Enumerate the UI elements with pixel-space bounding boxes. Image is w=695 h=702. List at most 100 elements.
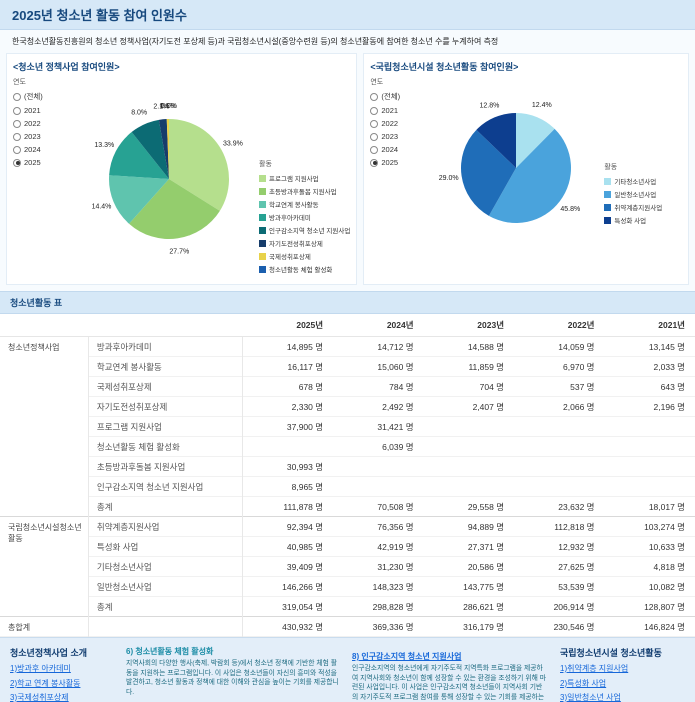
- footnote-facility-title: 국립청소년시설 청소년활동: [560, 648, 662, 658]
- pie-slice-4[interactable]: [131, 119, 169, 179]
- cell-value: 29,558 명: [467, 501, 505, 512]
- row-label: 총계: [88, 496, 244, 517]
- cell-value: 643 명: [660, 381, 685, 392]
- cell-value: 76,356 명: [377, 521, 414, 532]
- facility-year-filter: 연도 (전체) 2021 2022 2023 2024 2025: [370, 75, 426, 281]
- footnote-facility-intro: 국립청소년시설 청소년활동 1)취약계층 지원사업 2)특성화 사업 3)일반청소년…: [560, 646, 685, 702]
- legend-swatch-icon: [604, 216, 612, 224]
- header-year-2022: 2022년: [514, 314, 605, 337]
- cell-value: 298,828 명: [372, 601, 414, 612]
- row-label: 특성화 사업: [88, 536, 244, 557]
- legend-swatch-icon: [259, 239, 266, 247]
- cell-value: 206,914 명: [553, 601, 595, 612]
- activity-table: 2025년 2024년 2023년 2022년 2021년 청소년정책사업 방과후…: [0, 314, 695, 637]
- legend-item[interactable]: 학교연계 봉사활동: [259, 199, 350, 209]
- cell-value: [514, 457, 604, 477]
- facility-year-radio-2023[interactable]: 2023: [370, 132, 426, 141]
- cell-value: 6,039 명: [382, 441, 414, 452]
- group-label: 총합계: [0, 616, 89, 637]
- header-year-2023: 2023년: [423, 314, 515, 337]
- pie-slice-3[interactable]: [476, 113, 517, 168]
- legend-item[interactable]: 일반청소년사업: [604, 189, 682, 199]
- table-row: 청소년정책사업 방과후아카데미 14,895 명 14,712 명 14,588 명 14…: [0, 336, 695, 517]
- policy-year-radio-2022[interactable]: 2022: [13, 119, 69, 128]
- facility-intro-link-1[interactable]: 1)취약계층 지원사업: [560, 664, 629, 673]
- radio-icon: [370, 92, 379, 101]
- footnote-8-link[interactable]: 8) 인구감소지역 청소년 지원사업: [352, 652, 462, 661]
- pie-slice-2[interactable]: [109, 175, 169, 224]
- legend-swatch-icon: [259, 265, 266, 273]
- legend-swatch-icon: [259, 226, 266, 234]
- facility-chart-panel: <국립청소년시설 청소년활동 참여인원> 연도 (전체) 2021 2022 2023…: [363, 53, 689, 285]
- legend-label: 인구감소지역 청소년 지원사업: [269, 228, 351, 235]
- cell-value: 369,336 명: [372, 621, 414, 632]
- legend-item[interactable]: 자기도전성취포상제: [259, 238, 350, 248]
- table-header-row: 2025년 2024년 2023년 2022년 2021년: [0, 314, 695, 337]
- legend-swatch-icon: [604, 203, 612, 211]
- policy-chart-panel: <청소년 정책사업 참여인원> 연도 (전체) 2021 2022 2023 2024 2…: [6, 53, 358, 285]
- cell-value: 2,330 명: [291, 401, 324, 412]
- policy-year-radio-2025[interactable]: 2025: [13, 158, 69, 167]
- facility-year-radio-2025[interactable]: 2025: [370, 158, 426, 167]
- facility-pie-chart: 12.4% 45.8% 29.0% 12.8%: [439, 102, 581, 223]
- pie-slice-6[interactable]: [166, 118, 169, 179]
- cell-value: 230,546 명: [553, 621, 595, 632]
- cell-value: 16,117 명: [287, 361, 324, 372]
- policy-year-radio-2023[interactable]: 2023: [13, 132, 69, 141]
- radio-label: 2021: [381, 106, 399, 115]
- facility-chart-title: <국립청소년시설 청소년활동 참여인원>: [370, 62, 519, 72]
- facility-year-radio-2024[interactable]: 2024: [370, 145, 426, 154]
- cell-value: 39,409 명: [286, 561, 324, 572]
- policy-year-radio-(전체)[interactable]: (전체): [13, 91, 69, 102]
- legend-swatch-icon: [259, 213, 266, 221]
- cell-value: 14,588 명: [467, 341, 505, 352]
- cell-value: 10,082 명: [648, 581, 685, 592]
- header-blank-group: [0, 314, 89, 337]
- footnote-policy-title: 청소년정책사업 소개: [10, 648, 88, 658]
- legend-item[interactable]: 프로그램 지원사업: [259, 173, 350, 183]
- cell-value: 12,932 명: [558, 541, 595, 552]
- radio-label: 2024: [24, 145, 41, 154]
- table-row: 국제성취포상제 678 명 784 명 704 명 537 명 643 명: [0, 376, 695, 397]
- pie-slice-0[interactable]: [516, 113, 556, 168]
- pie-slice-1[interactable]: [129, 179, 220, 240]
- pie-percent-label: 0.0%: [161, 103, 177, 110]
- policy-intro-link-1[interactable]: 1)방과후 아카데미: [10, 664, 71, 673]
- policy-year-radio-2021[interactable]: 2021: [13, 106, 69, 115]
- legend-item[interactable]: 청소년활동 체험 활성화: [259, 264, 350, 274]
- facility-intro-link-3[interactable]: 3)일반청소년 사업: [560, 693, 621, 702]
- facility-intro-link-2[interactable]: 2)특성화 사업: [560, 678, 607, 688]
- legend-item[interactable]: 취약계층지원사업: [604, 202, 682, 212]
- pie-slice-3[interactable]: [109, 132, 169, 179]
- legend-item[interactable]: 인구감소지역 청소년 지원사업: [259, 225, 350, 235]
- facility-year-radio-2022[interactable]: 2022: [370, 119, 426, 128]
- legend-item[interactable]: 특성화 사업: [604, 215, 682, 225]
- cell-value: 146,824 명: [644, 621, 685, 632]
- legend-label: 국제성취포상제: [269, 254, 311, 261]
- cell-value: 6,970 명: [563, 361, 595, 372]
- cell-value: 2,196 명: [653, 401, 685, 412]
- row-label: 방과후아카데미: [88, 336, 244, 357]
- pie-slice-1[interactable]: [489, 128, 572, 223]
- legend-item[interactable]: 기타청소년사업: [604, 176, 682, 186]
- pie-percent-label: 14.4%: [92, 204, 112, 211]
- radio-icon: [13, 106, 21, 115]
- cell-value: 27,625 명: [558, 561, 595, 572]
- facility-year-radio-(전체)[interactable]: (전체): [370, 91, 426, 102]
- facility-filter-label: 연도: [370, 79, 384, 86]
- legend-item[interactable]: 초등방과후돌봄 지원사업: [259, 186, 350, 196]
- policy-intro-link-2[interactable]: 2)학교 연계 봉사활동: [10, 678, 81, 688]
- facility-year-radio-2021[interactable]: 2021: [370, 106, 426, 115]
- pie-slice-2[interactable]: [461, 129, 517, 216]
- pie-slice-0[interactable]: [169, 119, 229, 211]
- pie-slice-5[interactable]: [158, 119, 169, 179]
- legend-item[interactable]: 국제성취포상제: [259, 251, 350, 261]
- cell-value: 111,878 명: [283, 501, 324, 512]
- legend-item[interactable]: 방과후아카데미: [259, 212, 350, 222]
- policy-year-radio-2024[interactable]: 2024: [13, 145, 69, 154]
- policy-intro-link-3[interactable]: 3)국제성취포상제: [10, 693, 69, 702]
- table-row: 국립청소년시설청소년활동 취약계층지원사업 92,394 명 76,356 명 94,8…: [0, 516, 695, 617]
